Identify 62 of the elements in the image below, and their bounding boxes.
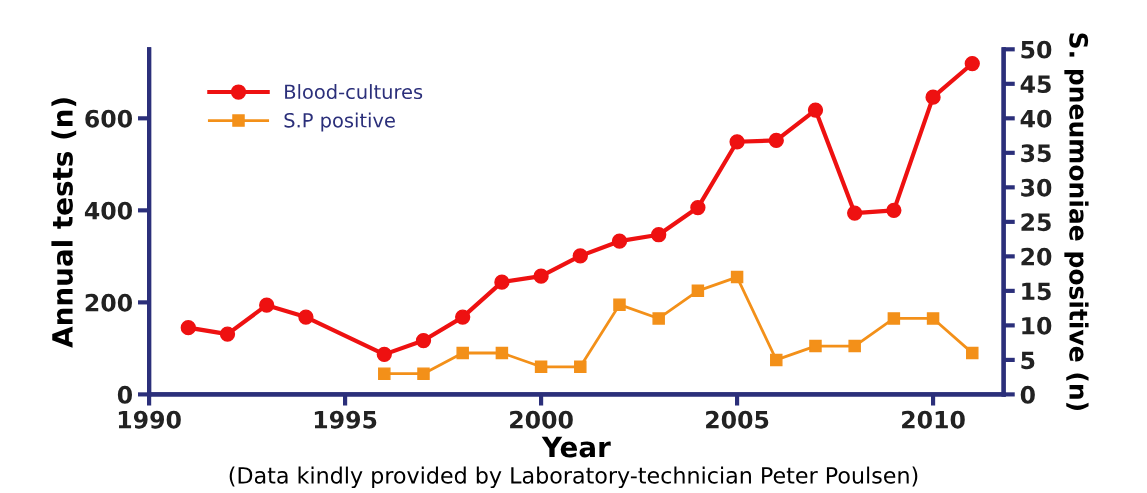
- point: [886, 202, 902, 218]
- point: [534, 360, 548, 374]
- point: [219, 326, 236, 342]
- point: [964, 55, 980, 72]
- point: [848, 339, 861, 353]
- point: [690, 199, 706, 216]
- point: [926, 312, 940, 325]
- point: [611, 233, 628, 249]
- x-tick-label: 2000: [510, 410, 573, 429]
- x-tick-label: 2010: [902, 410, 965, 429]
- point: [966, 346, 979, 360]
- x-tick-label: 1995: [314, 410, 377, 429]
- point: [847, 205, 863, 221]
- y2-tick-label: 40: [1020, 109, 1052, 128]
- point: [456, 346, 469, 360]
- y2-tick-label: 0: [1020, 385, 1035, 404]
- point: [495, 346, 509, 360]
- point: [574, 360, 587, 374]
- legend-label: S.P positive: [284, 112, 395, 132]
- y2-tick-label: 15: [1022, 282, 1051, 301]
- y-tick-label: 200: [85, 293, 133, 312]
- point: [378, 367, 391, 380]
- y2-tick-label: 20: [1021, 247, 1052, 266]
- point: [455, 309, 471, 325]
- x-axis-title: Year: [541, 436, 611, 458]
- point: [729, 134, 745, 150]
- point: [887, 312, 901, 325]
- y2-tick-label: 10: [1022, 316, 1052, 335]
- point: [613, 298, 626, 311]
- y-axis-title: Annual tests (n): [51, 98, 77, 348]
- point: [770, 353, 783, 367]
- point: [652, 312, 665, 325]
- y-tick-label: 0: [117, 385, 133, 404]
- point: [651, 227, 667, 243]
- point: [376, 346, 392, 363]
- point: [730, 270, 744, 284]
- x-tick-label: 2005: [706, 410, 769, 429]
- point: [259, 297, 275, 313]
- point: [533, 268, 549, 284]
- point: [298, 309, 314, 325]
- point: [494, 274, 510, 290]
- point: [925, 89, 941, 105]
- y-tick-label: 600: [85, 109, 133, 128]
- point: [691, 284, 705, 298]
- y2-tick-label: 50: [1021, 40, 1052, 59]
- y2-tick-label: 35: [1021, 144, 1051, 163]
- y2-axis-title: S. pneumoniae positive (n): [1064, 33, 1089, 410]
- x-tick-label: 1990: [118, 410, 181, 429]
- y2-tick-label: 5: [1021, 351, 1035, 370]
- text: (Data kindly provided by Laboratory-technician Peter Poulsen): [229, 466, 918, 489]
- point: [180, 320, 196, 336]
- point: [417, 367, 430, 380]
- point: [807, 102, 824, 118]
- point: [768, 132, 784, 149]
- y2-tick-label: 45: [1020, 75, 1051, 94]
- point: [415, 332, 432, 349]
- y-tick-label: 400: [84, 201, 133, 220]
- y2-tick-label: 30: [1021, 178, 1052, 197]
- point: [809, 339, 822, 353]
- y2-tick-label: 25: [1021, 213, 1051, 232]
- point: [572, 248, 588, 264]
- legend-label: Blood-cultures: [285, 84, 423, 100]
